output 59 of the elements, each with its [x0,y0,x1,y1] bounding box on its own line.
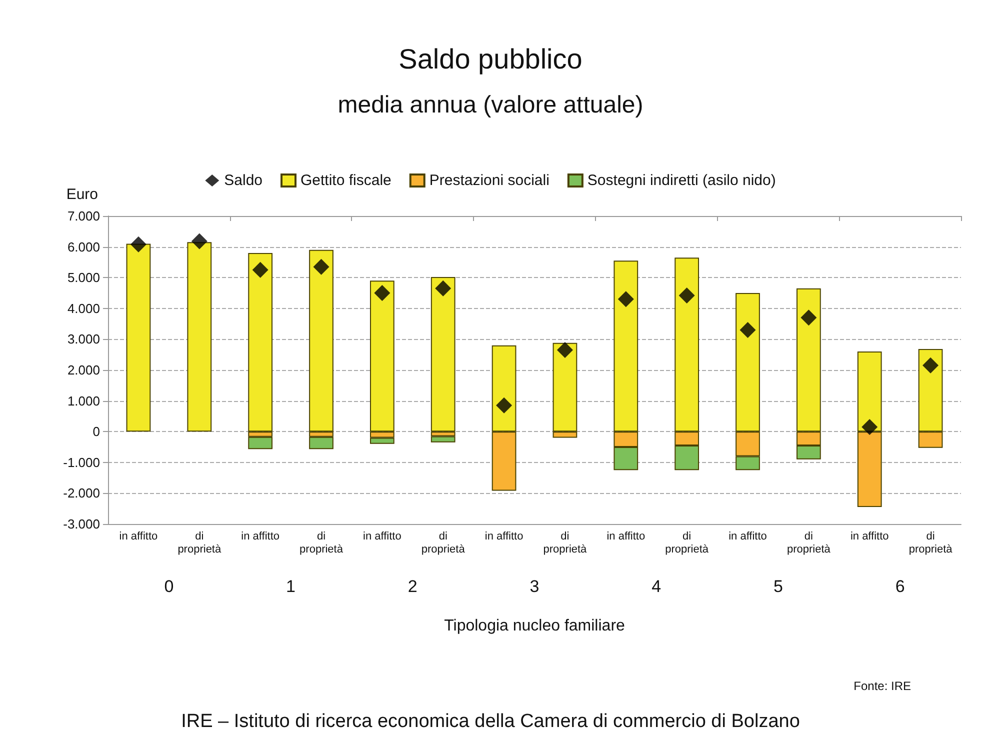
bar [126,244,151,432]
point [862,418,878,435]
x-tick-label: di proprietà [543,530,588,556]
x-tick-label: in affitto [850,530,889,542]
x-tick-label: in affitto [728,530,767,542]
x-tick-label: di proprietà [178,530,222,556]
bar [430,276,456,432]
point [130,236,146,252]
point [191,233,208,250]
x-tick-label: di proprietà [300,530,344,556]
text: 1 [286,577,296,596]
y-tick-label: -2.000 [63,486,100,501]
x-tick-label: di proprietà [665,530,710,556]
x-tick-label: in affitto [484,530,524,542]
y-tick-label: 6.000 [67,239,100,254]
legend-label: Prestazioni sociali [429,172,550,189]
text: 0 [164,577,174,596]
y-axis-title: Euro [66,186,98,203]
y-tick-label: 7.000 [67,208,100,224]
point [556,342,573,358]
text: 6 [895,577,905,596]
y-tick-label: -3.000 [63,516,100,532]
x-tick-label: di proprietà [786,530,832,556]
x-tick-label: in affitto [363,530,402,542]
y-tick-label: 2.000 [67,362,100,378]
y-tick-label: -1.000 [63,454,100,470]
text: 5 [773,577,783,596]
x-tick-label: di proprietà [908,530,954,556]
x-tick-label: in affitto [241,530,280,542]
point [618,291,634,308]
legend-label: Gettito fiscale [300,172,392,189]
x-tick-label: in affitto [606,530,646,542]
chart-title: Saldo pubblico [398,44,582,74]
bar [187,242,212,432]
y-tick-label: 5.000 [67,270,100,286]
chart-subtitle: media annua (valore attuale) [338,92,644,118]
point [922,357,939,374]
text: IRE – Istituto di ricerca economica della Camera di commercio di Bolzano [181,711,800,732]
y-tick-label: 4.000 [67,300,100,316]
x-tick-label: in affitto [119,530,158,542]
y-tick-label: 1.000 [67,393,100,408]
text: 3 [530,577,540,596]
text: 2 [408,577,418,596]
point [678,287,695,304]
point [252,262,268,278]
source-note: Fonte: IRE [854,679,911,693]
x-tick-label: di proprietà [421,530,466,556]
point [435,280,452,296]
text: 4 [652,577,662,596]
legend-label: Sostegni indiretti (asilo nido) [587,172,776,189]
point [313,258,330,275]
y-tick-label: 3.000 [67,332,100,347]
point [740,322,756,338]
point [496,397,512,414]
y-tick-label: 0 [92,424,100,440]
point [374,285,390,301]
legend-label: Saldo [224,172,263,189]
point [800,310,817,326]
x-axis-title: Tipologia nucleo familiare [444,618,626,634]
